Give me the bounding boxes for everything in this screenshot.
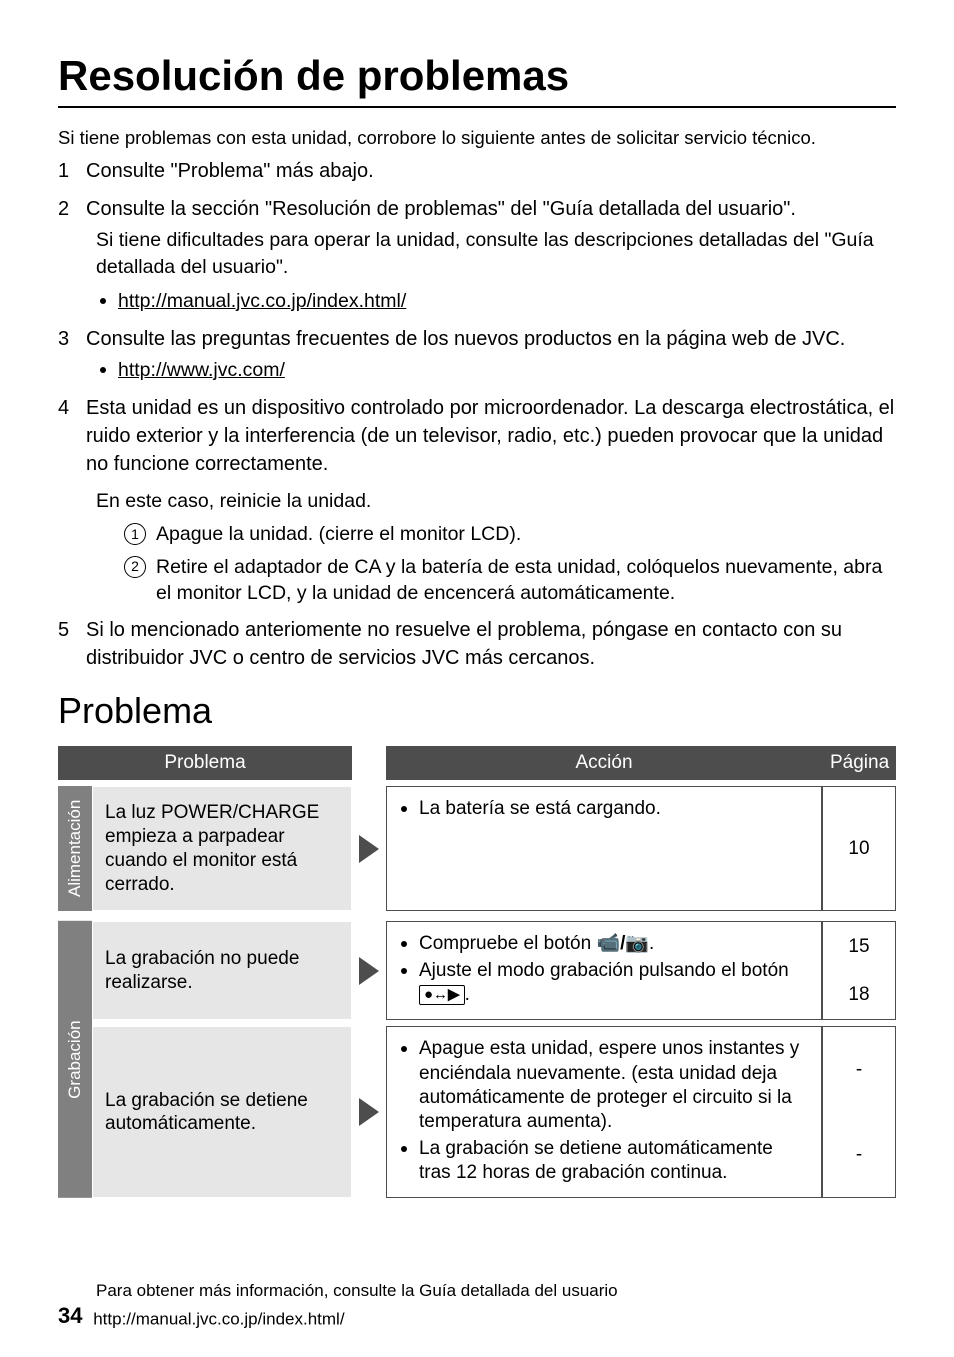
page-cell: - - (822, 1026, 896, 1198)
list-text: Si lo mencionado anteriomente no resuelv… (86, 619, 842, 669)
page-number: 34 (58, 1302, 82, 1331)
col-header-accion: Acción (386, 746, 822, 780)
step-item: 1 Apague la unidad. (cierre el monitor L… (124, 521, 896, 547)
page-cell: 10 (822, 786, 896, 911)
action-text: . (649, 933, 654, 954)
list-item: Esta unidad es un dispositivo controlado… (58, 394, 896, 606)
footer-url: http://manual.jvc.co.jp/index.html/ (93, 1310, 344, 1329)
arrow-right-icon (359, 957, 379, 985)
troubleshoot-table: Problema Acción Página Alimentación La l… (58, 746, 896, 1198)
col-header-problema: Problema (58, 746, 352, 780)
action-bullet: Ajuste el modo grabación pulsando el bot… (401, 959, 807, 1008)
page-ref: 18 (848, 984, 869, 1006)
arrow-cell (352, 921, 386, 1020)
list-item: Consulte la sección "Resolución de probl… (58, 195, 896, 315)
action-text: Ajuste el modo grabación pulsando el bot… (419, 960, 789, 981)
list-item: Consulte las preguntas frecuentes de los… (58, 325, 896, 384)
step-item: 2 Retire el adaptador de CA y la batería… (124, 554, 896, 607)
page-cell: 15 18 (822, 921, 896, 1020)
list-text: Consulte "Problema" más abajo. (86, 160, 374, 182)
sub-text: En este caso, reinicie la unidad. (86, 488, 896, 515)
rec-play-button-icon: ●↔▶ (419, 985, 465, 1005)
action-bullet: Compruebe el botón 📹/📷. (401, 932, 807, 956)
header-gap (352, 746, 386, 780)
steps-list: 1 Apague la unidad. (cierre el monitor L… (86, 521, 896, 606)
problem-cell: La grabación no puede realizarse. (92, 921, 352, 1020)
problem-cell: La luz POWER/CHARGE empieza a parpadear … (92, 786, 352, 911)
list-text: Consulte la sección "Resolución de probl… (86, 198, 796, 220)
main-list: Consulte "Problema" más abajo. Consulte … (58, 157, 896, 672)
action-text: . (465, 984, 470, 1005)
arrow-cell (352, 1026, 386, 1198)
action-text: Compruebe el botón (419, 933, 596, 954)
step-text: Retire el adaptador de CA y la batería d… (156, 556, 882, 604)
footer-line1: Para obtener más información, consulte l… (58, 1280, 618, 1302)
page-ref: 10 (848, 838, 869, 860)
list-text: Esta unidad es un dispositivo controlado… (86, 397, 894, 475)
step-number-icon: 2 (124, 556, 146, 578)
step-text: Apague la unidad. (cierre el monitor LCD… (156, 523, 521, 545)
page-ref: - (856, 1059, 862, 1081)
manual-link[interactable]: http://manual.jvc.co.jp/index.html/ (118, 290, 406, 312)
page-ref: 15 (848, 936, 869, 958)
mode-icons: 📹/📷 (596, 933, 649, 954)
arrow-right-icon (359, 835, 379, 863)
list-item: Si lo mencionado anteriomente no resuelv… (58, 616, 896, 672)
action-cell: Apague esta unidad, espere unos instante… (386, 1026, 822, 1198)
action-bullet: La batería se está cargando. (401, 797, 807, 821)
footer: Para obtener más información, consulte l… (58, 1280, 618, 1331)
action-bullet: Apague esta unidad, espere unos instante… (401, 1037, 807, 1134)
action-cell: La batería se está cargando. (386, 786, 822, 911)
list-item: Consulte "Problema" más abajo. (58, 157, 896, 185)
col-header-pagina: Página (822, 746, 896, 780)
step-number-icon: 1 (124, 523, 146, 545)
arrow-cell (352, 786, 386, 911)
page-ref: - (856, 1144, 862, 1166)
link-bullet: http://manual.jvc.co.jp/index.html/ (96, 288, 896, 315)
section-title: Problema (58, 690, 896, 732)
category-grabacion: Grabación (58, 921, 92, 1198)
action-cell: Compruebe el botón 📹/📷. Ajuste el modo g… (386, 921, 822, 1020)
link-bullet: http://www.jvc.com/ (96, 357, 896, 384)
action-bullet: La grabación se detiene automáticamente … (401, 1137, 807, 1186)
page-title: Resolución de problemas (58, 52, 896, 108)
category-alimentacion: Alimentación (58, 786, 92, 911)
intro-text: Si tiene problemas con esta unidad, corr… (58, 126, 896, 151)
problem-cell: La grabación se detiene automáticamente. (92, 1026, 352, 1198)
jvc-link[interactable]: http://www.jvc.com/ (118, 359, 285, 381)
list-text: Consulte las preguntas frecuentes de los… (86, 328, 845, 350)
arrow-right-icon (359, 1098, 379, 1126)
sub-text: Si tiene dificultades para operar la uni… (86, 227, 896, 282)
